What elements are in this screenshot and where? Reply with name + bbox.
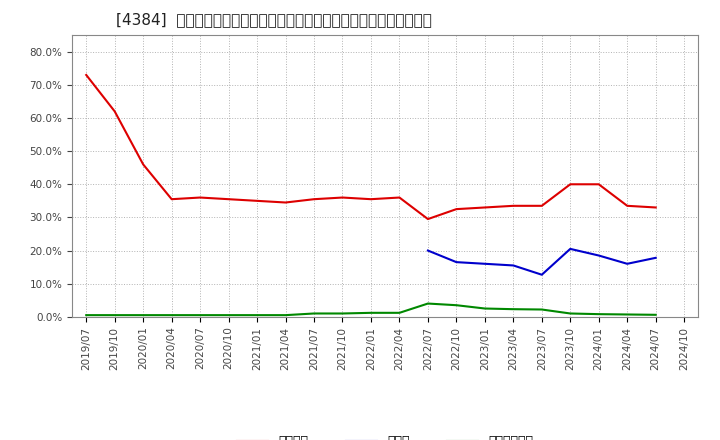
Legend: 自己資本, のれん, 繰延税金資産: 自己資本, のれん, 繰延税金資産	[232, 430, 539, 440]
のれん	[537, 272, 546, 277]
自己資本	[310, 197, 318, 202]
繰延税金資産	[537, 307, 546, 312]
繰延税金資産	[82, 312, 91, 318]
自己資本	[566, 182, 575, 187]
自己資本	[423, 216, 432, 222]
繰延税金資産	[310, 311, 318, 316]
Line: のれん: のれん	[428, 249, 656, 275]
繰延税金資産	[225, 312, 233, 318]
のれん	[595, 253, 603, 258]
自己資本	[139, 162, 148, 167]
繰延税金資産	[566, 311, 575, 316]
自己資本	[652, 205, 660, 210]
自己資本	[595, 182, 603, 187]
自己資本	[366, 197, 375, 202]
のれん	[509, 263, 518, 268]
繰延税金資産	[423, 301, 432, 306]
繰延税金資産	[253, 312, 261, 318]
自己資本	[253, 198, 261, 203]
繰延税金資産	[509, 307, 518, 312]
繰延税金資産	[595, 312, 603, 317]
繰延税金資産	[480, 306, 489, 311]
Line: 自己資本: 自己資本	[86, 75, 656, 219]
繰延税金資産	[338, 311, 347, 316]
Text: [4384]  自己資本、のれん、繰延税金資産の総資産に対する比率の推移: [4384] 自己資本、のれん、繰延税金資産の総資産に対する比率の推移	[116, 12, 432, 27]
繰延税金資産	[452, 303, 461, 308]
自己資本	[537, 203, 546, 209]
自己資本	[282, 200, 290, 205]
のれん	[652, 255, 660, 260]
自己資本	[480, 205, 489, 210]
のれん	[423, 248, 432, 253]
繰延税金資産	[623, 312, 631, 317]
繰延税金資産	[167, 312, 176, 318]
繰延税金資産	[395, 310, 404, 315]
自己資本	[395, 195, 404, 200]
自己資本	[623, 203, 631, 209]
自己資本	[452, 206, 461, 212]
のれん	[480, 261, 489, 267]
繰延税金資産	[110, 312, 119, 318]
のれん	[623, 261, 631, 267]
自己資本	[82, 72, 91, 77]
繰延税金資産	[652, 312, 660, 317]
自己資本	[167, 197, 176, 202]
繰延税金資産	[139, 312, 148, 318]
のれん	[452, 260, 461, 265]
自己資本	[338, 195, 347, 200]
のれん	[566, 246, 575, 252]
自己資本	[196, 195, 204, 200]
繰延税金資産	[196, 312, 204, 318]
自己資本	[509, 203, 518, 209]
自己資本	[110, 109, 119, 114]
繰延税金資産	[282, 312, 290, 318]
自己資本	[225, 197, 233, 202]
Line: 繰延税金資産: 繰延税金資産	[86, 304, 656, 315]
繰延税金資産	[366, 310, 375, 315]
